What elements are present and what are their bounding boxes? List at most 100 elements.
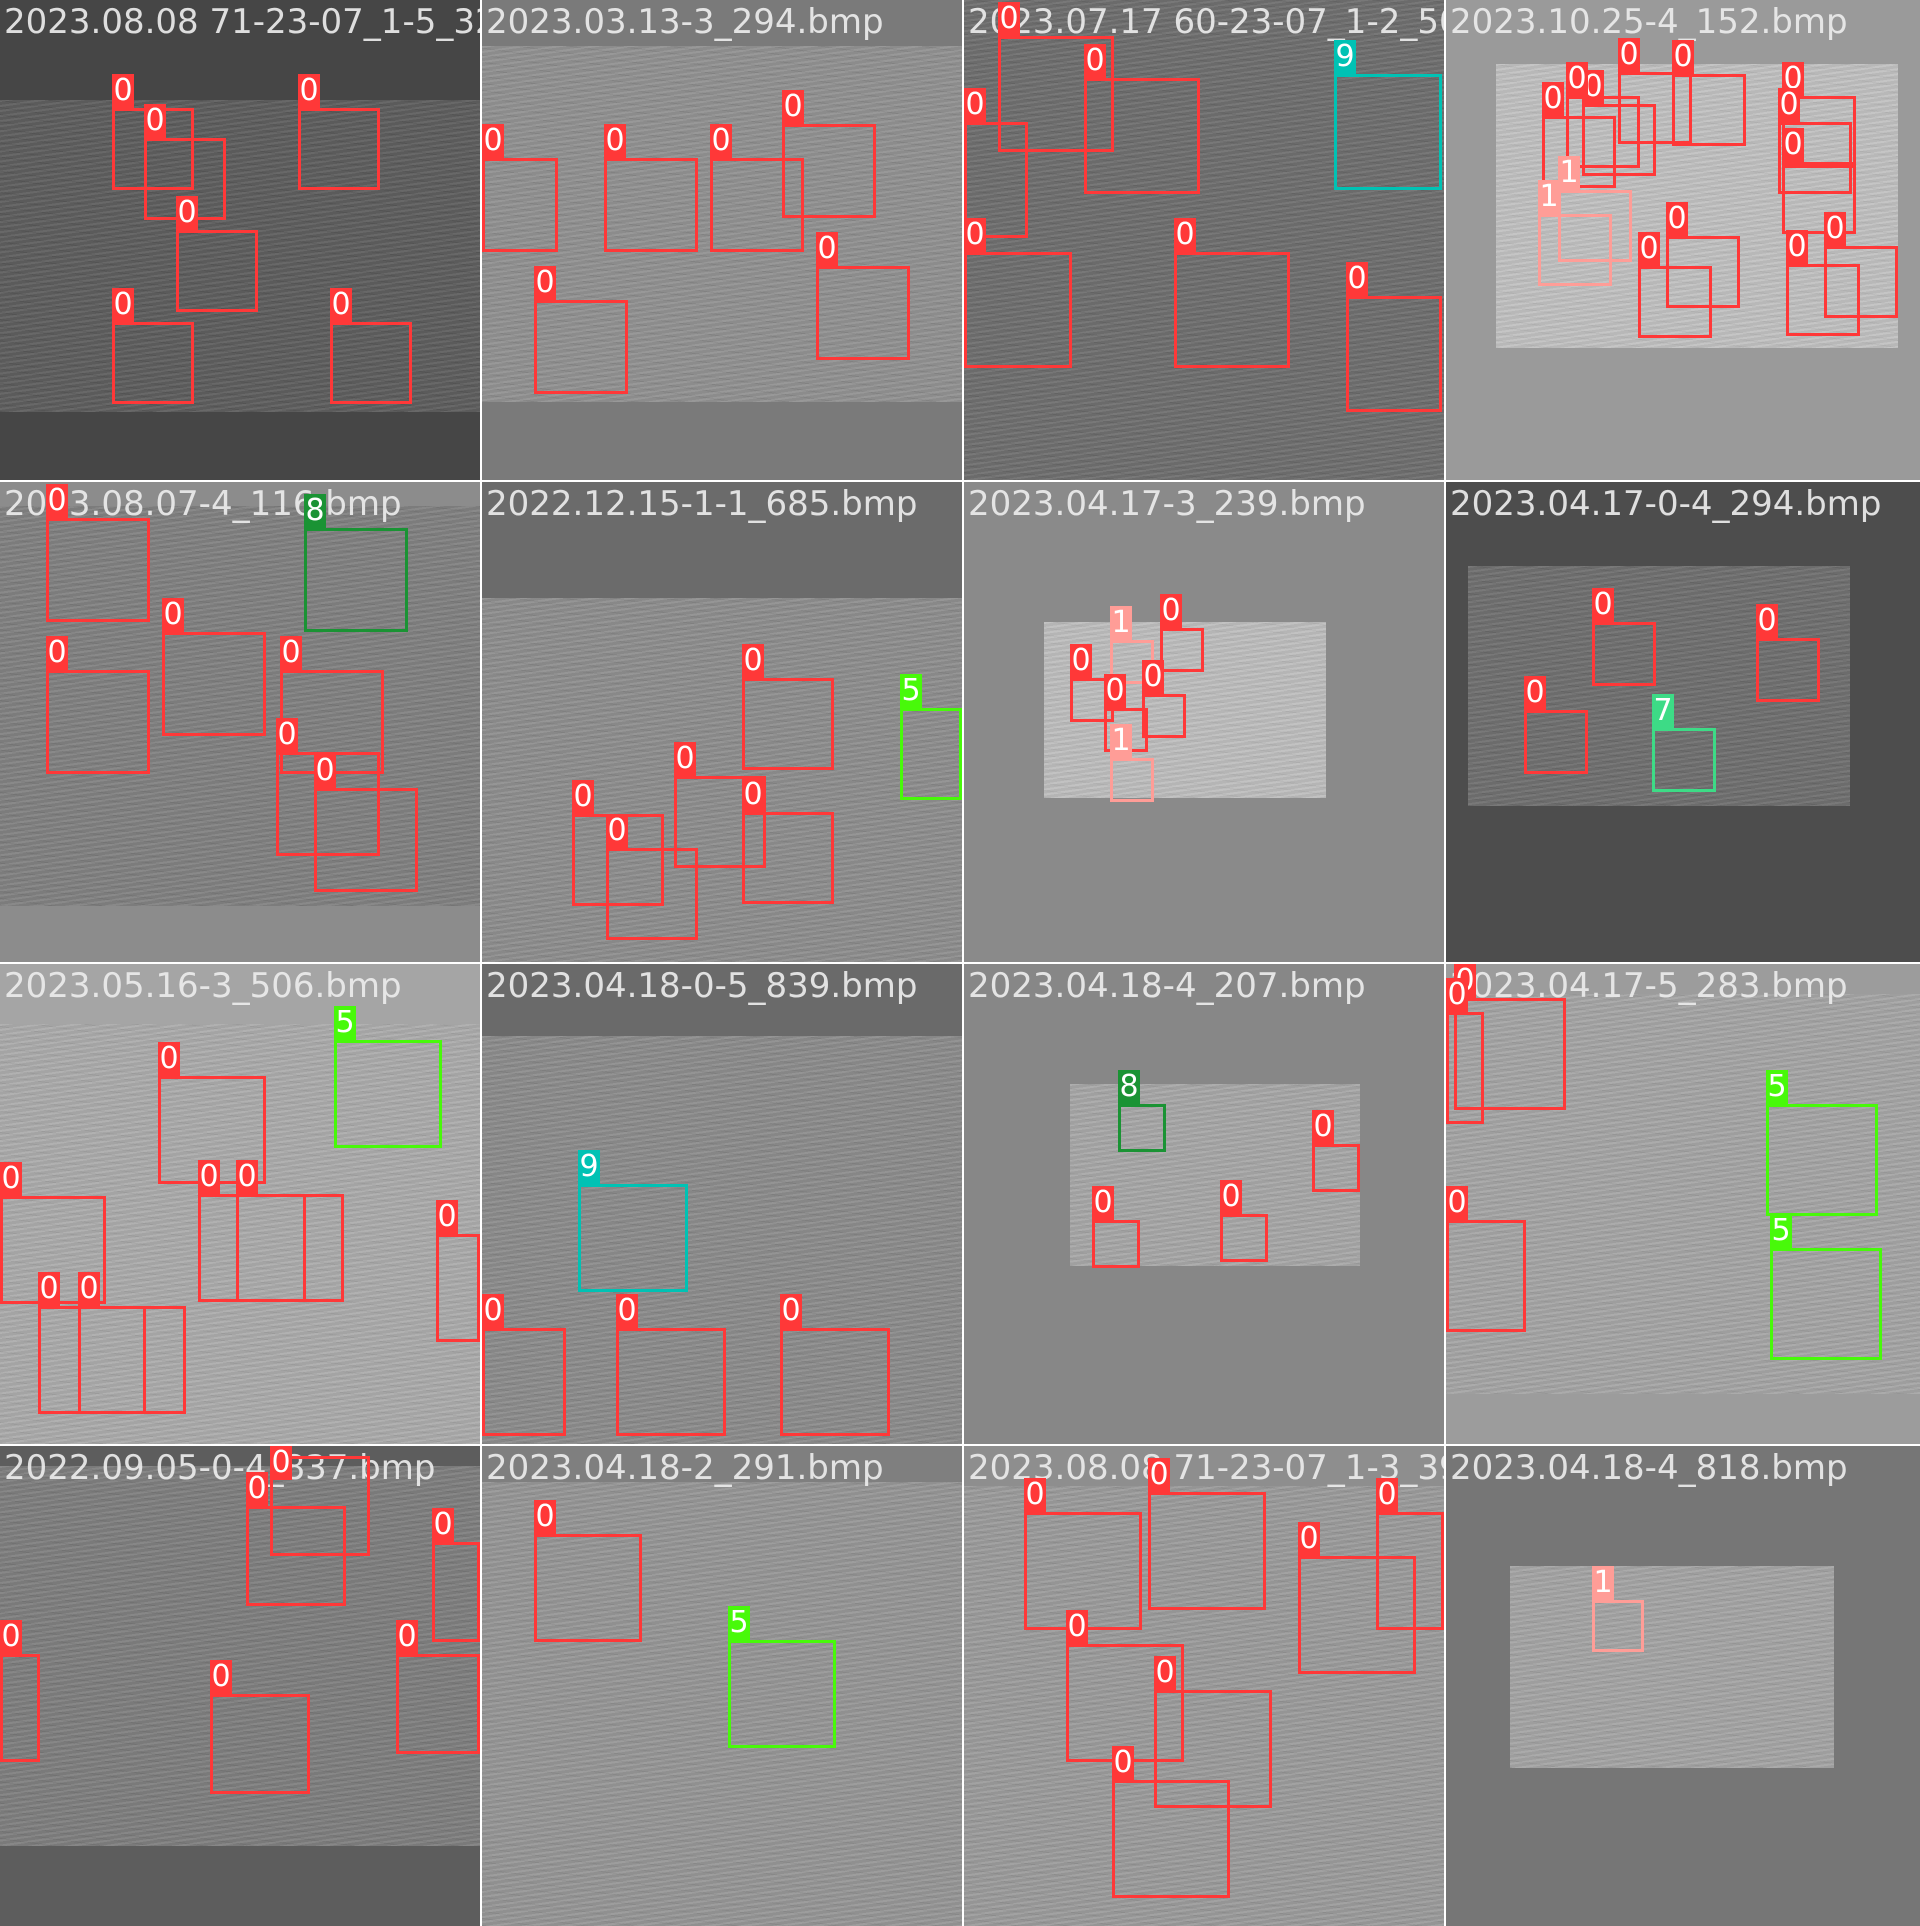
detection-box bbox=[1782, 162, 1856, 234]
steel-surface-photo bbox=[0, 100, 480, 412]
detection-box bbox=[176, 230, 258, 312]
detection-box bbox=[964, 122, 1028, 238]
detection-box bbox=[334, 1040, 442, 1148]
detection-box bbox=[780, 1328, 890, 1436]
detection-class-label: 0 bbox=[112, 73, 134, 108]
tile-filename: 2023.08.08 71-23-07_1-3_399.bmp bbox=[968, 1448, 1444, 1488]
detection-class-label: 0 bbox=[78, 1271, 100, 1306]
detection-box bbox=[1558, 190, 1632, 262]
detection-class-label: 0 bbox=[710, 123, 732, 158]
detection-box bbox=[46, 670, 150, 774]
detection-class-label: 0 bbox=[210, 1659, 232, 1694]
detection-class-label: 0 bbox=[1672, 39, 1694, 74]
steel-surface-photo bbox=[482, 598, 962, 962]
mosaic-tile: 2023.04.17-0-4_294.bmp 0 0 0 7 bbox=[1446, 482, 1920, 962]
detection-class-label: 0 bbox=[198, 1159, 220, 1194]
detection-class-label: 5 bbox=[728, 1605, 750, 1640]
detection-class-label: 0 bbox=[330, 287, 352, 322]
detection-box bbox=[1312, 1144, 1360, 1192]
detection-box bbox=[1592, 1600, 1644, 1652]
detection-class-label: 0 bbox=[276, 717, 298, 752]
detection-class-label: 0 bbox=[112, 287, 134, 322]
detection-class-label: 0 bbox=[0, 1619, 22, 1654]
mosaic-tile: 2023.10.25-4_152.bmp 0 0 0 0 0 0 0 0 0 0 0 0 1 1 bbox=[1446, 0, 1920, 480]
detection-class-label: 0 bbox=[1638, 231, 1660, 266]
detection-class-label: 0 bbox=[534, 1499, 556, 1534]
detection-class-label: 0 bbox=[162, 597, 184, 632]
detection-class-label: 0 bbox=[1104, 673, 1126, 708]
detection-class-label: 0 bbox=[534, 265, 556, 300]
tile-filename: 2023.04.18-2_291.bmp bbox=[486, 1448, 884, 1488]
detection-box bbox=[482, 1328, 566, 1436]
detection-class-label: 0 bbox=[482, 1293, 504, 1328]
steel-surface-photo bbox=[1510, 1566, 1834, 1768]
detection-box bbox=[330, 322, 412, 404]
detection-box bbox=[1786, 264, 1860, 336]
detection-class-label: 0 bbox=[270, 1446, 292, 1480]
detection-box bbox=[728, 1640, 836, 1748]
detection-class-label: 0 bbox=[742, 777, 764, 812]
detection-class-label: 0 bbox=[1824, 211, 1846, 246]
detection-box bbox=[604, 158, 698, 252]
detection-class-label: 0 bbox=[1782, 127, 1804, 162]
detection-class-label: 8 bbox=[1118, 1069, 1140, 1104]
detection-box bbox=[742, 678, 834, 770]
tile-filename: 2023.10.25-4_152.bmp bbox=[1450, 2, 1848, 42]
detection-class-label: 0 bbox=[1312, 1109, 1334, 1144]
detection-class-label: 0 bbox=[396, 1619, 418, 1654]
detection-class-label: 0 bbox=[1220, 1179, 1242, 1214]
detection-class-label: 0 bbox=[144, 103, 166, 138]
detection-class-label: 8 bbox=[304, 493, 326, 528]
detection-box bbox=[1766, 1104, 1878, 1216]
detection-box bbox=[998, 36, 1114, 152]
mosaic-tile: 2022.09.05-0-4_837.bmp 0 0 0 0 0 0 bbox=[0, 1446, 480, 1926]
detection-class-label: 0 bbox=[1666, 201, 1688, 236]
detection-class-label: 0 bbox=[816, 231, 838, 266]
detection-box bbox=[534, 300, 628, 394]
tile-filename: 2023.08.07-4_116.bmp bbox=[4, 484, 402, 524]
detection-class-label: 0 bbox=[0, 1161, 22, 1196]
detection-box bbox=[710, 158, 804, 252]
detection-box bbox=[606, 848, 698, 940]
detection-box bbox=[1454, 998, 1566, 1110]
detection-class-label: 0 bbox=[1154, 1655, 1176, 1690]
detection-class-label: 0 bbox=[1084, 43, 1106, 78]
detection-box bbox=[46, 518, 150, 622]
detection-box bbox=[432, 1542, 480, 1642]
detection-class-label: 1 bbox=[1558, 155, 1580, 190]
detection-box bbox=[1672, 74, 1746, 146]
mosaic-tile: 2023.08.07-4_116.bmp 0 0 0 0 0 0 8 bbox=[0, 482, 480, 962]
steel-surface-photo bbox=[482, 1036, 962, 1444]
detection-class-label: 0 bbox=[46, 483, 68, 518]
detection-class-label: 0 bbox=[1782, 61, 1804, 96]
mosaic-tile: 2023.03.13-3_294.bmp 0 0 0 0 0 0 bbox=[482, 0, 962, 480]
detection-class-label: 0 bbox=[1446, 1185, 1468, 1220]
steel-surface-photo bbox=[482, 46, 962, 402]
detection-class-label: 0 bbox=[1786, 229, 1808, 264]
detection-class-label: 0 bbox=[1376, 1477, 1398, 1512]
detection-class-label: 0 bbox=[572, 779, 594, 814]
detection-class-label: 0 bbox=[482, 123, 504, 158]
detection-box bbox=[578, 1184, 688, 1292]
detection-box bbox=[112, 322, 194, 404]
tile-filename: 2023.07.17 60-23-07_1-2_502.bmp bbox=[968, 2, 1444, 42]
detection-class-label: 0 bbox=[314, 753, 336, 788]
mosaic-tile: 2023.07.17 60-23-07_1-2_502.bmp0000009 bbox=[964, 0, 1444, 480]
detection-class-label: 0 bbox=[246, 1471, 268, 1506]
detection-box bbox=[1298, 1556, 1416, 1674]
detection-box bbox=[900, 708, 962, 800]
detection-box bbox=[314, 788, 418, 892]
mosaic-tile: 2023.04.17-5_283.bmp00055 bbox=[1446, 964, 1920, 1444]
detection-class-label: 0 bbox=[964, 217, 986, 252]
detection-class-label: 1 bbox=[1592, 1565, 1614, 1600]
detection-box bbox=[1376, 1512, 1444, 1630]
detection-box bbox=[1592, 622, 1656, 686]
detection-class-label: 0 bbox=[1174, 217, 1196, 252]
detection-box bbox=[1084, 78, 1200, 194]
detection-class-label: 7 bbox=[1652, 693, 1674, 728]
detection-class-label: 0 bbox=[780, 1293, 802, 1328]
detection-class-label: 0 bbox=[674, 741, 696, 776]
detection-box bbox=[674, 776, 766, 868]
